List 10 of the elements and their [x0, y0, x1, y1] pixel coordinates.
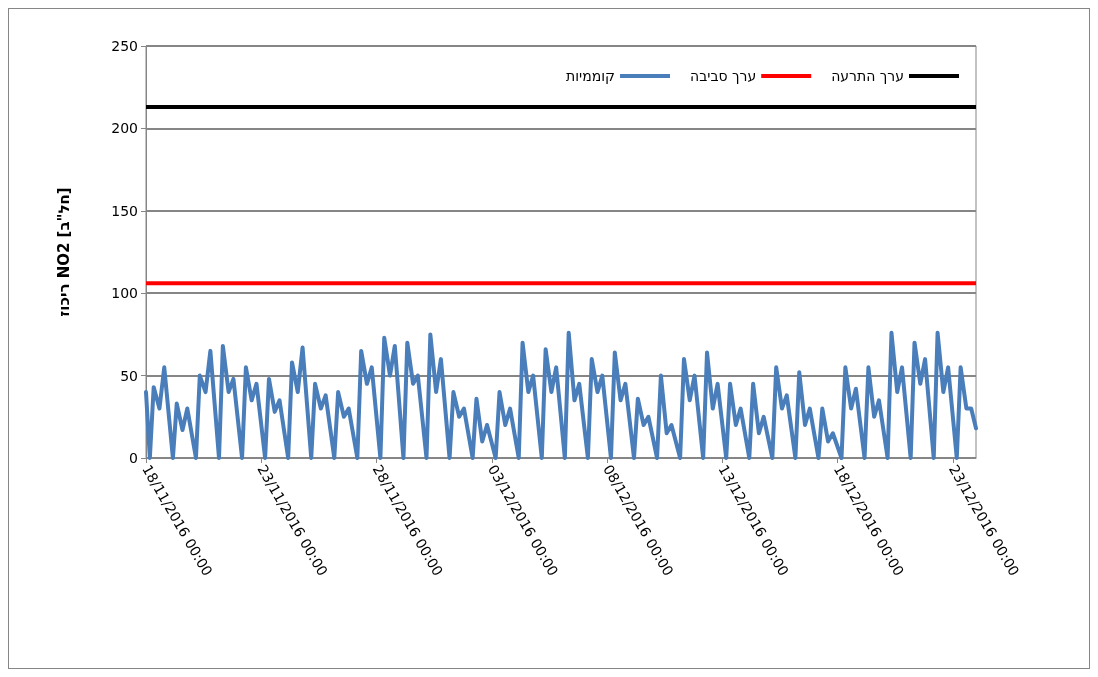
y-tick-label: 200	[111, 120, 138, 137]
legend-label: ערך התרעה	[831, 68, 904, 84]
y-tick-label: 150	[111, 202, 138, 219]
y-axis-title: ריכוז NO2 [חל"ב]	[54, 187, 73, 317]
y-tick-label: 100	[111, 285, 138, 302]
y-tick-label: 50	[120, 367, 138, 384]
y-tick-label: 250	[111, 38, 138, 54]
legend-label: ערך סביבה	[690, 68, 757, 84]
y-tick-label: 0	[129, 450, 138, 466]
legend-label: קוממיות	[566, 68, 616, 84]
